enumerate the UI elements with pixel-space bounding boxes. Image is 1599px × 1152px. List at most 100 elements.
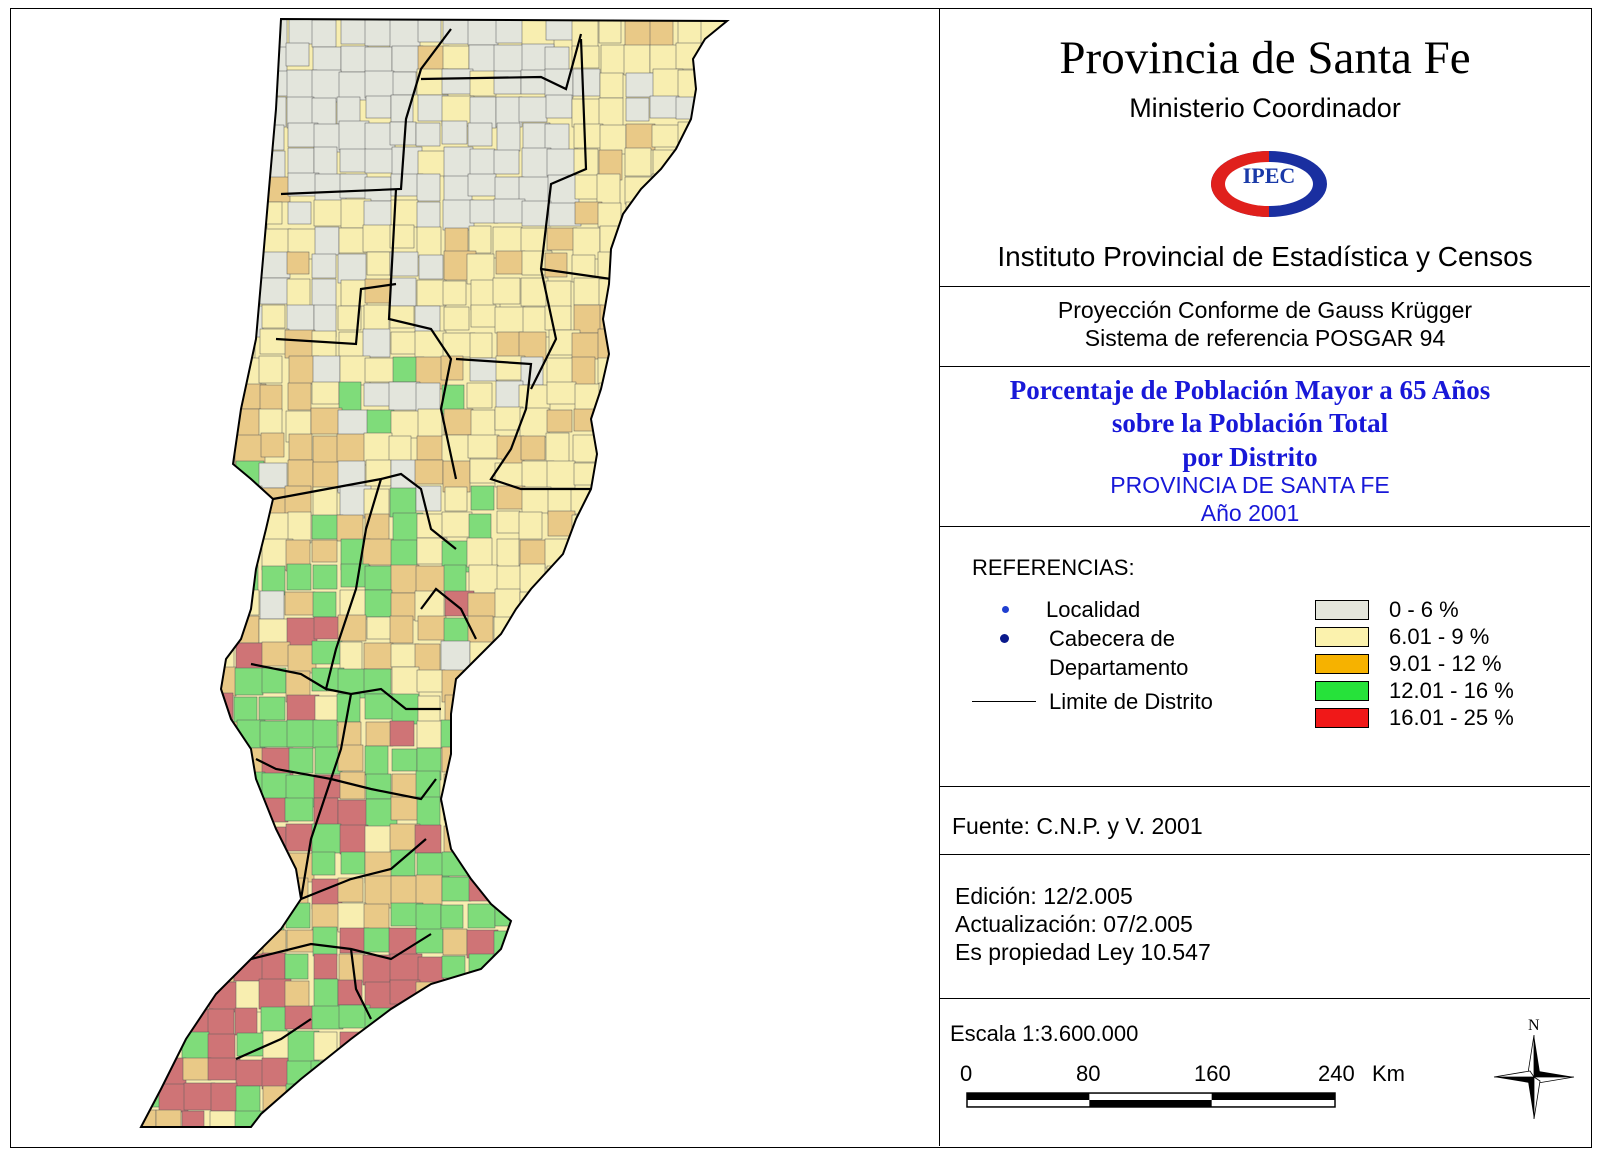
district-cell[interactable] (312, 719, 338, 749)
district-cell[interactable] (729, 43, 752, 69)
district-cell[interactable] (339, 1031, 364, 1062)
district-cell[interactable] (598, 278, 628, 307)
district-cell[interactable] (674, 614, 705, 643)
district-cell[interactable] (130, 695, 158, 728)
district-cell[interactable] (181, 201, 212, 227)
district-cell[interactable] (232, 225, 257, 251)
district-cell[interactable] (414, 824, 442, 854)
district-cell[interactable] (338, 381, 362, 413)
district-cell[interactable] (129, 903, 154, 932)
district-cell[interactable] (678, 199, 706, 231)
district-cell[interactable] (626, 851, 654, 882)
district-cell[interactable] (235, 798, 262, 825)
district-cell[interactable] (600, 44, 626, 75)
district-cell[interactable] (520, 69, 547, 95)
district-cell[interactable] (208, 799, 232, 824)
district-cell[interactable] (597, 694, 629, 726)
district-cell[interactable] (312, 1111, 344, 1139)
district-cell[interactable] (364, 1007, 397, 1033)
district-cell[interactable] (730, 18, 752, 45)
district-cell[interactable] (441, 511, 473, 538)
district-cell[interactable] (129, 436, 156, 470)
district-cell[interactable] (158, 1083, 189, 1113)
district-cell[interactable] (364, 148, 397, 174)
district-cell[interactable] (571, 45, 600, 69)
district-cell[interactable] (207, 1057, 241, 1081)
district-cell[interactable] (154, 461, 182, 495)
district-cell[interactable] (416, 720, 444, 749)
district-cell[interactable] (573, 408, 607, 432)
district-cell[interactable] (286, 251, 310, 275)
district-cell[interactable] (466, 1032, 500, 1060)
district-cell[interactable] (573, 304, 603, 334)
district-cell[interactable] (678, 824, 708, 848)
district-cell[interactable] (571, 928, 603, 955)
district-cell[interactable] (702, 981, 728, 1014)
district-cell[interactable] (390, 564, 420, 594)
district-cell[interactable] (519, 669, 550, 694)
district-cell[interactable] (284, 953, 309, 980)
district-cell[interactable] (496, 694, 522, 723)
district-cell[interactable] (495, 96, 523, 128)
district-cell[interactable] (156, 487, 181, 512)
district-cell[interactable] (208, 96, 236, 123)
district-cell[interactable] (674, 458, 699, 486)
district-cell[interactable] (468, 1110, 494, 1138)
district-cell[interactable] (311, 278, 337, 310)
district-cell[interactable] (207, 278, 234, 303)
district-cell[interactable] (284, 329, 316, 359)
district-cell[interactable] (731, 538, 755, 566)
district-cell[interactable] (442, 1109, 474, 1138)
district-cell[interactable] (183, 251, 216, 279)
district-cell[interactable] (312, 46, 342, 74)
district-cell[interactable] (391, 1059, 418, 1092)
district-cell[interactable] (443, 796, 468, 821)
district-cell[interactable] (364, 745, 389, 776)
district-cell[interactable] (547, 900, 575, 931)
district-cell[interactable] (730, 1084, 755, 1108)
district-cell[interactable] (597, 563, 627, 596)
district-cell[interactable] (728, 591, 753, 617)
district-cell[interactable] (132, 590, 162, 622)
district-cell[interactable] (207, 252, 239, 282)
district-cell[interactable] (233, 251, 260, 284)
district-cell[interactable] (519, 693, 545, 718)
district-cell[interactable] (258, 355, 283, 384)
district-cell[interactable] (260, 176, 291, 203)
district-cell[interactable] (651, 224, 683, 255)
district-cell[interactable] (337, 744, 364, 772)
district-cell[interactable] (417, 1031, 442, 1055)
district-cell[interactable] (235, 822, 267, 854)
district-cell[interactable] (288, 433, 313, 461)
district-cell[interactable] (701, 826, 726, 855)
district-cell[interactable] (493, 930, 522, 963)
district-cell[interactable] (392, 71, 417, 96)
district-cell[interactable] (625, 123, 656, 151)
district-cell[interactable] (440, 981, 466, 1009)
district-cell[interactable] (311, 19, 337, 48)
district-cell[interactable] (261, 304, 286, 329)
district-cell[interactable] (467, 18, 499, 46)
district-cell[interactable] (258, 46, 288, 73)
district-cell[interactable] (156, 799, 189, 825)
district-cell[interactable] (206, 45, 231, 74)
district-cell[interactable] (236, 510, 261, 542)
district-cell[interactable] (703, 1005, 728, 1036)
district-cell[interactable] (495, 355, 526, 381)
district-cell[interactable] (678, 227, 704, 252)
district-cell[interactable] (155, 538, 185, 563)
district-cell[interactable] (546, 357, 574, 384)
district-cell[interactable] (129, 459, 157, 487)
district-cell[interactable] (572, 434, 605, 463)
district-cell[interactable] (546, 409, 573, 433)
district-cell[interactable] (519, 1031, 544, 1059)
district-cell[interactable] (154, 718, 182, 744)
district-cell[interactable] (182, 617, 206, 647)
district-cell[interactable] (703, 383, 732, 409)
district-cell[interactable] (625, 356, 656, 381)
district-cell[interactable] (600, 512, 634, 538)
district-cell[interactable] (573, 1005, 605, 1029)
district-cell[interactable] (547, 876, 574, 904)
district-cell[interactable] (495, 669, 520, 697)
district-cell[interactable] (677, 773, 710, 801)
